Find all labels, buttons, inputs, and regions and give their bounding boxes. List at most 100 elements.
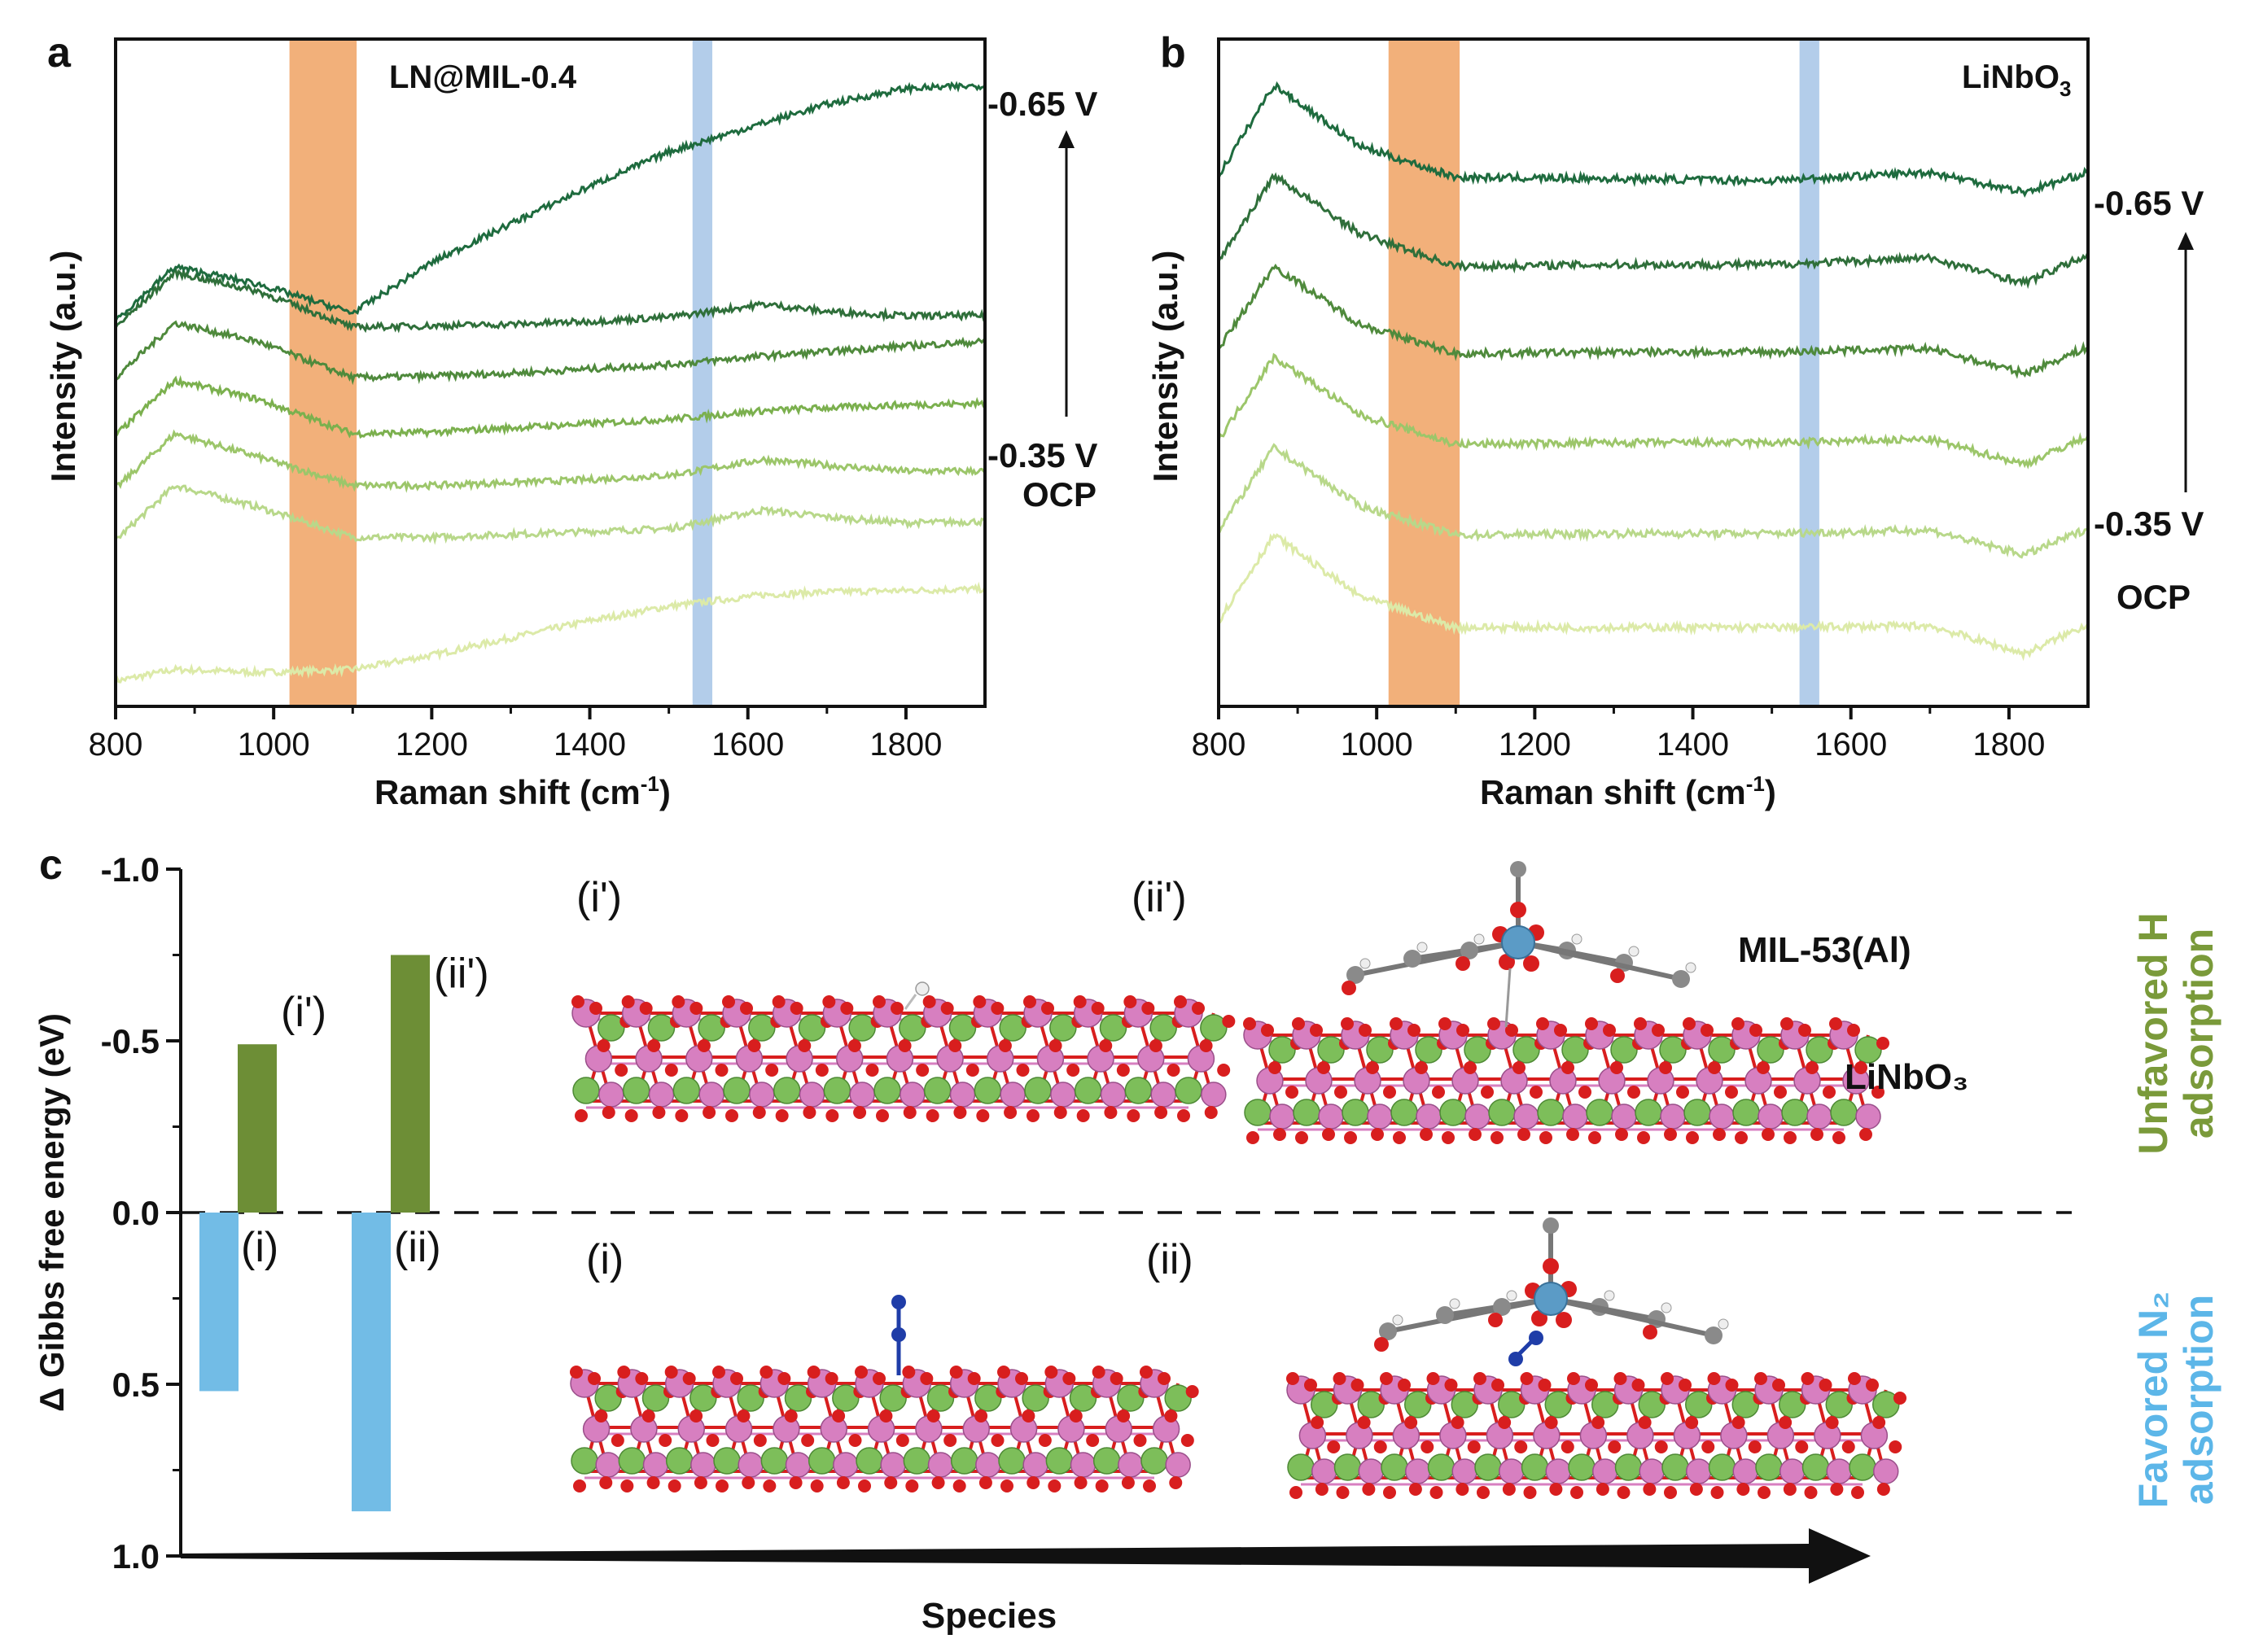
o-atom: [840, 1002, 854, 1015]
nb-atom: [1639, 1458, 1665, 1484]
o-atom: [1095, 1479, 1109, 1492]
o-atom: [1442, 1131, 1455, 1144]
nb-atom: [1855, 1104, 1881, 1130]
o-atom: [1676, 1086, 1689, 1099]
li-atom: [647, 1014, 676, 1042]
o-atom: [1749, 1024, 1762, 1037]
li-atom: [1415, 1036, 1442, 1064]
o-atom: [1876, 1037, 1889, 1050]
nb-atom: [880, 1452, 906, 1478]
o-atom: [1613, 1372, 1627, 1385]
li-atom: [856, 1447, 883, 1475]
o-atom: [1804, 1486, 1818, 1499]
o-atom: [1889, 1440, 1902, 1453]
o-atom: [706, 1434, 720, 1447]
o-atom: [639, 1002, 653, 1015]
nb-atom: [1464, 1104, 1491, 1130]
h-bond: [904, 994, 917, 1010]
o-atom: [1086, 1434, 1100, 1447]
o-atom: [865, 1064, 879, 1077]
o-atom: [1762, 1128, 1775, 1141]
nb-atom: [1201, 1082, 1227, 1108]
o-atom: [1610, 1061, 1623, 1074]
c-atom: [1705, 1326, 1723, 1344]
nb-atom: [595, 1452, 621, 1478]
spectrum-line: [114, 429, 987, 493]
li-atom: [974, 1384, 1002, 1412]
o-atom: [1556, 1312, 1572, 1328]
li-atom: [760, 1447, 789, 1475]
o-atom: [1530, 1086, 1543, 1099]
c-atom: [1672, 970, 1690, 988]
o-atom: [1731, 1416, 1745, 1429]
o-atom: [1481, 1086, 1494, 1099]
o-atom: [1664, 1486, 1677, 1499]
o-atom: [1567, 1372, 1580, 1385]
li-atom: [672, 1077, 701, 1104]
li-atom: [1683, 1099, 1711, 1126]
o-atom: [1654, 1440, 1668, 1453]
o-atom: [1420, 1440, 1434, 1453]
h-atom: [1628, 946, 1639, 957]
li-atom: [723, 1077, 751, 1104]
o-atom: [1512, 1061, 1526, 1074]
o-atom: [1823, 1086, 1836, 1099]
o-atom: [789, 1476, 803, 1489]
li-atom: [748, 1014, 776, 1042]
o-atom: [943, 1434, 957, 1447]
o-atom: [1169, 1476, 1183, 1489]
nb-atom: [1806, 1104, 1832, 1130]
panel-a-x-ticks: 800 1000 1200 1400 1600 1800: [89, 706, 942, 763]
o-atom: [620, 1479, 634, 1492]
o-atom: [772, 995, 786, 1008]
o-atom: [1539, 1131, 1552, 1144]
o-atom: [1066, 1064, 1080, 1077]
highlight-band: [692, 41, 713, 705]
nb-atom: [1318, 1104, 1344, 1130]
o-atom: [836, 1476, 850, 1489]
h-atom: [1392, 1314, 1403, 1326]
o-atom: [1819, 1379, 1832, 1392]
o-atom: [1638, 1416, 1652, 1429]
o-atom: [742, 1476, 755, 1489]
nb-atom: [1070, 1452, 1097, 1478]
o-atom: [1336, 1486, 1350, 1499]
structure-label-ii: (ii): [1146, 1236, 1193, 1283]
o-atom: [1487, 1017, 1500, 1030]
c-atom: [1543, 1217, 1559, 1234]
o-atom: [1798, 1024, 1811, 1037]
o-atom: [1634, 1017, 1647, 1030]
o-atom: [1561, 1061, 1574, 1074]
o-atom: [1048, 1039, 1062, 1052]
spectrum-line: [115, 320, 987, 386]
o-atom: [1438, 1017, 1451, 1030]
o-atom: [822, 995, 836, 1008]
o-atom: [1154, 1106, 1168, 1119]
o-atom: [1498, 1416, 1512, 1429]
panel-b-x-ticks: 800 1000 1200 1400 1600 1800: [1192, 706, 2045, 763]
o-atom: [1544, 1416, 1558, 1429]
highlight-band: [1799, 41, 1819, 705]
o-atom: [1536, 1017, 1549, 1030]
o-atom: [1177, 1109, 1190, 1122]
panel-b-axes-frame: [1217, 37, 2090, 708]
li-atom: [1521, 1453, 1549, 1481]
o-atom: [1322, 1128, 1335, 1141]
x-tick-label: 1600: [711, 727, 784, 763]
o-atom: [1127, 1109, 1140, 1122]
o-atom: [694, 1476, 707, 1489]
o-atom: [1731, 1017, 1744, 1030]
o-atom: [1469, 1128, 1482, 1141]
linbo3-slab: [571, 995, 1236, 1122]
li-atom: [948, 1014, 977, 1042]
o-atom: [1292, 1017, 1305, 1030]
li-atom: [1779, 1391, 1806, 1418]
panel-a-highlight-bands: [289, 41, 713, 705]
o-atom: [1859, 1128, 1872, 1141]
o-atom: [1268, 1061, 1281, 1074]
o-atom: [1092, 1366, 1105, 1379]
o-atom: [1099, 1039, 1113, 1052]
x-tick-label: 1600: [1814, 727, 1887, 763]
o-atom: [1344, 1131, 1357, 1144]
o-atom: [1141, 1002, 1155, 1015]
